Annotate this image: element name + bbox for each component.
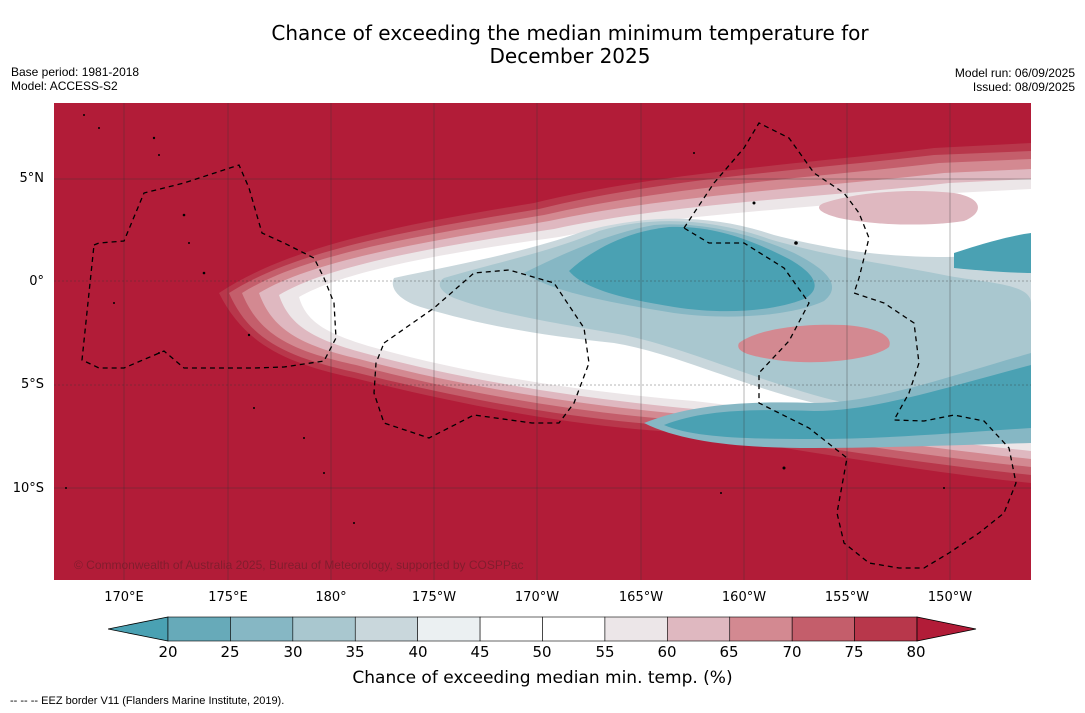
warm-patch-central — [738, 324, 890, 363]
map-svg — [54, 103, 1031, 580]
colorbar-tick-40: 40 — [408, 643, 428, 661]
colorbar-tick-65: 65 — [719, 643, 739, 661]
band-20-east — [954, 233, 1031, 273]
colorbar-segment — [230, 616, 294, 642]
meta-left: Base period: 1981-2018 Model: ACCESS-S2 — [11, 65, 139, 93]
band-20-north — [569, 226, 815, 312]
colorbar-segment — [354, 616, 418, 642]
base-period: Base period: 1981-2018 — [11, 65, 140, 79]
lon-label-175w: 175°W — [411, 590, 457, 605]
colorbar-tick-30: 30 — [283, 643, 303, 661]
lat-label-10s: 10°S — [12, 481, 44, 496]
colorbar-tick-25: 25 — [220, 643, 240, 661]
colorbar-segment — [667, 616, 731, 642]
warm-patch-north — [819, 191, 978, 225]
colorbar-tick-20: 20 — [158, 643, 178, 661]
graticule — [54, 103, 1031, 580]
model-name: Model: ACCESS-S2 — [11, 79, 118, 93]
colorbar-tick-75: 75 — [844, 643, 864, 661]
colorbar-label: Chance of exceeding median min. temp. (%… — [352, 668, 733, 688]
model-run-date: Model run: 06/09/2025 — [954, 66, 1075, 80]
colorbar-segment — [542, 616, 606, 642]
lon-label-170w: 170°W — [514, 590, 560, 605]
colorbar-tick-35: 35 — [345, 643, 365, 661]
meta-right: Model run: 06/09/2025 Issued: 08/09/2025 — [955, 66, 1075, 94]
lat-label-0: 0° — [29, 274, 44, 289]
colorbar-tick-80: 80 — [906, 643, 926, 661]
lat-label-5n: 5°N — [19, 171, 45, 186]
lon-label-150w: 150°W — [927, 590, 973, 605]
colorbar-low-extension — [108, 616, 169, 642]
colorbar-segments — [167, 616, 918, 642]
colorbar-segment — [729, 616, 793, 642]
colorbar-tick-70: 70 — [782, 643, 802, 661]
colorbar — [108, 616, 977, 642]
lat-label-5s: 5°S — [20, 377, 44, 392]
title-line-1: Chance of exceeding the median minimum t… — [271, 21, 869, 45]
band-20-south — [664, 365, 1031, 439]
lon-label-165w: 165°W — [618, 590, 664, 605]
colorbar-high-extension — [916, 616, 977, 642]
title-line-2: December 2025 — [489, 44, 651, 68]
colorbar-tick-45: 45 — [470, 643, 490, 661]
colorbar-segment — [854, 616, 918, 642]
lon-label-170e: 170°E — [104, 590, 144, 605]
lon-label-180: 180° — [315, 590, 347, 605]
colorbar-tick-55: 55 — [595, 643, 615, 661]
colorbar-segment — [292, 616, 356, 642]
eez-legend-note: -- -- -- EEZ border V11 (Flanders Marine… — [10, 695, 285, 707]
colorbar-tick-50: 50 — [532, 643, 552, 661]
lon-label-160w: 160°W — [721, 590, 767, 605]
colorbar-segment — [417, 616, 481, 642]
chart-title: Chance of exceeding the median minimum t… — [0, 22, 1085, 68]
copyright-notice: © Commonwealth of Australia 2025, Bureau… — [74, 558, 524, 572]
lon-label-155w: 155°W — [824, 590, 870, 605]
colorbar-segment — [791, 616, 855, 642]
issued-date: Issued: 08/09/2025 — [972, 80, 1075, 94]
colorbar-segment — [167, 616, 231, 642]
island-markers — [65, 114, 945, 524]
eez-borders — [81, 122, 1017, 569]
colorbar-segment — [604, 616, 668, 642]
colorbar-tick-60: 60 — [657, 643, 677, 661]
map-panel — [54, 103, 1031, 580]
colorbar-segment — [479, 616, 543, 642]
lon-label-175e: 175°E — [208, 590, 248, 605]
